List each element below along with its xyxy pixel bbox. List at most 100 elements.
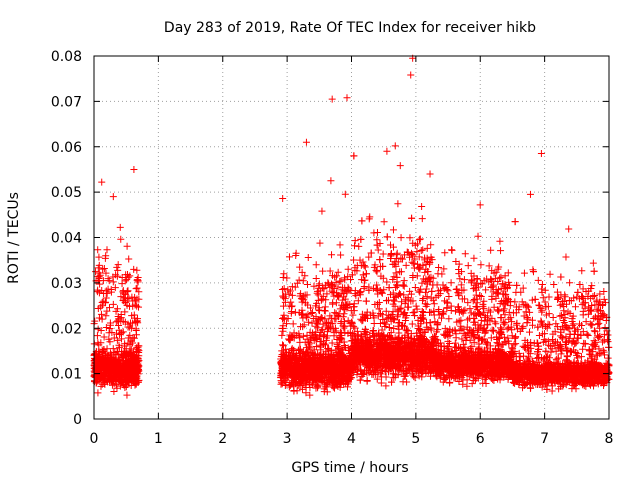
data-point [103,345,111,353]
data-point [119,328,127,336]
data-point [423,244,431,252]
data-point [350,152,358,160]
data-point [135,349,143,357]
data-point [341,322,349,330]
data-point [430,300,438,308]
data-point [415,236,423,244]
data-point [350,256,358,264]
data-point [101,254,109,262]
data-point [132,331,140,339]
data-point [125,294,133,302]
data-point [135,295,143,303]
data-point [126,367,134,375]
data-point [280,270,288,278]
data-point [133,266,141,274]
data-point [427,241,435,249]
data-point [131,314,139,322]
data-point [117,235,125,243]
data-point [493,289,501,297]
data-point [408,214,416,222]
data-point [397,234,405,242]
data-points [90,54,613,399]
data-point [362,297,370,305]
grid-lines [94,56,609,419]
data-point [116,223,124,231]
data-point [355,242,363,250]
data-point [128,293,136,301]
data-point [125,323,133,331]
data-point [115,362,123,370]
data-point [336,277,344,285]
data-point [121,318,129,326]
data-point [100,365,108,373]
chart-title: Day 283 of 2019, Rate Of TEC Index for r… [164,20,536,36]
data-point [115,341,123,349]
data-point [358,217,366,225]
data-point [426,319,434,327]
data-point [448,246,456,254]
data-point [351,242,359,250]
data-point [95,253,103,261]
data-point [309,308,317,316]
data-point [130,265,138,273]
data-point [295,276,303,284]
data-point [421,268,429,276]
data-point [130,334,138,342]
data-point [131,301,139,309]
data-point [120,342,128,350]
data-point [98,315,106,323]
data-point [399,281,407,289]
data-point [106,370,114,378]
data-point [120,349,128,357]
data-point [94,246,102,254]
data-point [413,272,421,280]
data-point [100,265,108,273]
data-point [121,361,129,369]
data-point [117,350,125,358]
data-point [290,387,298,395]
data-point [95,269,103,277]
data-point [373,228,381,236]
data-point [101,372,109,380]
data-point [464,299,472,307]
data-point [94,325,102,333]
data-point [122,347,130,355]
data-point [456,275,464,283]
data-point [304,253,312,261]
data-point [91,373,99,381]
data-point [127,355,135,363]
data-point [96,280,104,288]
data-point [130,358,138,366]
data-point [336,241,344,249]
data-point [124,377,132,385]
data-point [385,323,393,331]
data-point [113,263,121,271]
data-point [305,318,313,326]
data-point [497,247,505,255]
data-point [95,289,103,297]
data-point [111,284,119,292]
data-point [100,379,108,387]
data-point [105,329,113,337]
data-point [379,250,387,258]
data-point [360,283,368,291]
data-point [102,312,110,320]
data-point [114,313,122,321]
data-point [132,285,140,293]
data-point [96,358,104,366]
data-point [103,246,111,254]
data-point [435,263,443,271]
data-point [293,279,301,287]
data-point [123,301,131,309]
data-point [316,239,324,247]
data-point [121,290,129,298]
data-point [124,351,132,359]
data-point [132,297,140,305]
data-point [92,268,100,276]
data-point [357,235,365,243]
data-point [296,338,304,346]
data-point [130,365,138,373]
data-point [331,315,339,323]
data-point [94,389,102,397]
data-point [280,285,288,293]
